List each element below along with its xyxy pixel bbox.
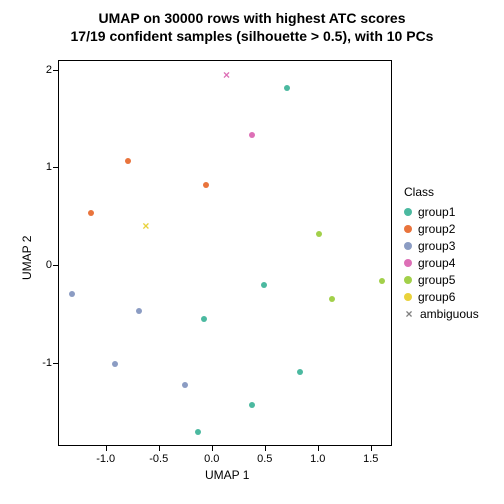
y-tick [53,70,58,71]
data-point [136,308,142,314]
legend-swatch [404,293,412,301]
data-point [249,402,255,408]
data-point [69,291,75,297]
x-tick-label: -1.0 [96,453,115,465]
data-point [297,369,303,375]
legend-swatch [404,276,412,284]
legend-item: group6 [404,288,479,305]
legend-item: × ambiguous [404,305,479,322]
chart-container: UMAP on 30000 rows with highest ATC scor… [0,0,504,504]
data-point [182,382,188,388]
legend-swatch: × [404,309,414,319]
data-point [329,296,335,302]
legend-item: group3 [404,237,479,254]
legend-swatch [404,225,412,233]
x-tick-label: -0.5 [149,453,168,465]
x-tick [159,446,160,451]
legend-item: group5 [404,271,479,288]
data-point [261,282,267,288]
x-tick [106,446,107,451]
legend-swatch [404,208,412,216]
y-tick-label: 2 [24,64,52,76]
data-point [379,278,385,284]
legend-swatch [404,259,412,267]
y-tick-label: 0 [24,259,52,271]
legend-label: ambiguous [420,307,479,321]
data-point [249,132,255,138]
legend-label: group6 [418,290,455,304]
legend-label: group3 [418,239,455,253]
data-point [203,182,209,188]
x-tick [318,446,319,451]
x-tick-label: 1.0 [310,453,325,465]
legend-label: group5 [418,273,455,287]
chart-subtitle: 17/19 confident samples (silhouette > 0.… [0,28,504,44]
x-tick [212,446,213,451]
data-point [201,316,207,322]
x-tick [265,446,266,451]
legend-title: Class [404,185,479,199]
y-axis-label: UMAP 2 [20,236,34,280]
legend-label: group4 [418,256,455,270]
legend-item: group2 [404,220,479,237]
x-tick-label: 0.0 [204,453,219,465]
data-point: × [223,69,230,81]
x-tick-label: 0.5 [257,453,272,465]
y-tick [53,265,58,266]
legend-label: group2 [418,222,455,236]
data-point [316,231,322,237]
legend-item: group4 [404,254,479,271]
x-tick [371,446,372,451]
data-point [88,210,94,216]
data-point [284,85,290,91]
data-point: × [142,220,149,232]
legend-swatch [404,242,412,250]
data-point [125,158,131,164]
chart-title: UMAP on 30000 rows with highest ATC scor… [0,10,504,26]
scatter-plot: ×× [58,60,392,446]
legend-label: group1 [418,205,455,219]
x-tick-label: 1.5 [363,453,378,465]
y-tick-label: 1 [24,161,52,173]
y-tick [53,363,58,364]
legend: Class group1 group2 group3 group4 group5 grou… [404,185,479,322]
data-point [195,429,201,435]
legend-item: group1 [404,203,479,220]
data-point [112,361,118,367]
x-axis-label: UMAP 1 [205,468,249,482]
y-tick-label: -1 [24,357,52,369]
y-tick [53,167,58,168]
